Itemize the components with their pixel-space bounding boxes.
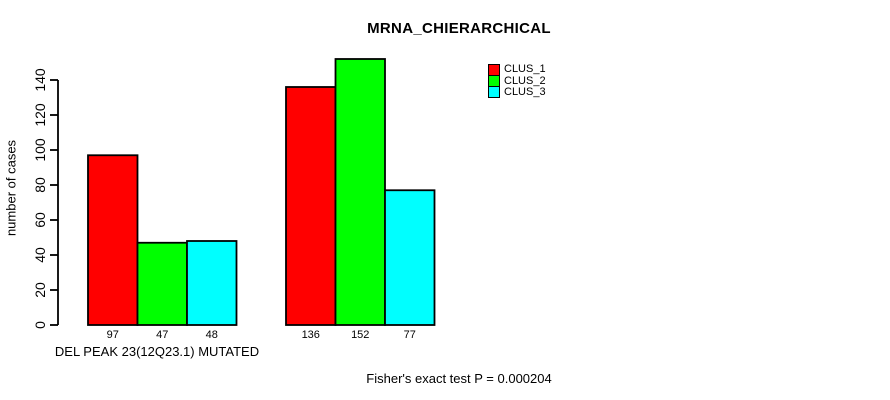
bar-clus_3-group1 [186, 240, 238, 326]
bar-clus_1-group2 [285, 86, 337, 326]
chart-title: MRNA_CHIERARCHICAL [367, 20, 551, 37]
bar-clus_2-group2 [334, 58, 386, 326]
bar-value-label: 152 [351, 329, 369, 341]
y-tick-label: 120 [32, 103, 48, 127]
legend-swatch-clus-1 [488, 63, 500, 76]
legend-swatch-clus-3 [488, 86, 500, 99]
y-tick-label: 0 [32, 321, 48, 329]
legend-label: CLUS_2 [504, 74, 546, 87]
legend-swatch-clus-2 [488, 75, 500, 88]
y-tick-label: 80 [32, 177, 48, 193]
bar-clus_1-group1 [87, 154, 139, 326]
y-tick-label: 140 [32, 68, 48, 92]
x-axis-label: DEL PEAK 23(12Q23.1) MUTATED [54, 344, 260, 359]
legend-row: CLUS_3 [488, 85, 546, 99]
legend: CLUS_1 CLUS_2 CLUS_3 [488, 63, 546, 99]
bar-value-label: 136 [302, 329, 320, 341]
bar-value-label: 48 [206, 329, 218, 341]
y-tick-label: 100 [32, 138, 48, 162]
legend-label: CLUS_3 [504, 85, 546, 98]
bar-clus_2-group1 [136, 241, 188, 326]
bar-value-label: 47 [156, 329, 168, 341]
y-tick-label: 20 [32, 282, 48, 298]
y-tick-label: 60 [32, 212, 48, 228]
fisher-test-annotation: Fisher's exact test P = 0.000204 [366, 371, 552, 386]
y-axis-label: number of cases [3, 139, 19, 237]
bar-clus_3-group2 [384, 189, 436, 326]
bar-value-label: 77 [404, 329, 416, 341]
legend-label: CLUS_1 [504, 63, 546, 76]
legend-row: CLUS_1 [488, 63, 546, 76]
y-tick-label: 40 [32, 247, 48, 263]
bar-value-label: 97 [107, 329, 119, 341]
